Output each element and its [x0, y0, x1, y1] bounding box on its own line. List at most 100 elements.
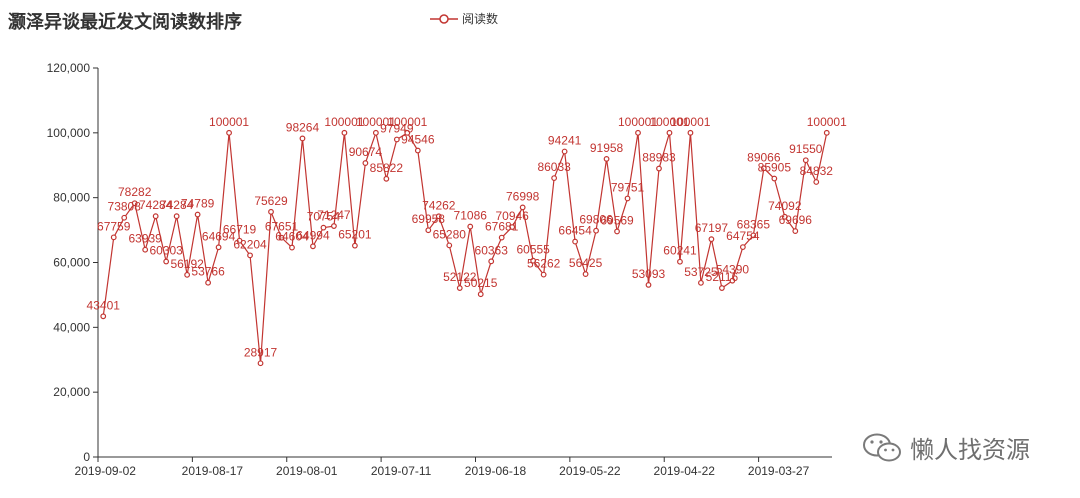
- data-point: [645, 281, 652, 288]
- data-point: [268, 208, 274, 215]
- data-label: 89066: [747, 150, 781, 164]
- data-point: [750, 232, 757, 239]
- data-label: 60555: [516, 243, 550, 257]
- x-axis: 2019-09-02 2019-08-17 2019-08-01 2019-07-11…: [75, 456, 832, 478]
- data-label: 66719: [223, 223, 257, 237]
- data-point: [624, 195, 631, 202]
- data-label: 100001: [618, 115, 658, 129]
- data-label: 60241: [663, 244, 697, 258]
- data-point: [561, 148, 568, 155]
- data-point: [582, 271, 589, 277]
- data-label: 54390: [716, 263, 750, 277]
- legend-label: 阅读数: [462, 12, 499, 26]
- data-point: [698, 279, 704, 286]
- data-point: [488, 258, 495, 265]
- data-label: 56425: [569, 256, 603, 270]
- data-point: [152, 213, 159, 220]
- data-point: [352, 242, 358, 249]
- data-point: [729, 277, 736, 284]
- data-label: 67651: [265, 220, 299, 234]
- data-point: [813, 179, 820, 185]
- data-point: [404, 129, 411, 136]
- data-point: [530, 257, 537, 264]
- data-point: [163, 258, 170, 265]
- data-label: 60303: [149, 244, 183, 258]
- data-point: [331, 223, 337, 229]
- data-label: 53725: [684, 265, 718, 279]
- data-label: 65280: [433, 227, 467, 241]
- data-point: [572, 238, 578, 245]
- legend[interactable]: 阅读数: [430, 10, 498, 27]
- data-label: 100001: [807, 115, 847, 129]
- data-point: [173, 213, 180, 220]
- data-label: 100001: [387, 115, 427, 129]
- data-label: 56262: [527, 257, 561, 271]
- data-label: 98264: [286, 120, 320, 134]
- data-label: 91550: [789, 142, 823, 156]
- y-tick-label: 100,000: [47, 126, 91, 140]
- data-point: [236, 237, 243, 244]
- data-point: [226, 129, 232, 136]
- data-label: 64994: [296, 228, 330, 242]
- data-point: [425, 227, 432, 234]
- watermark: 懒人找资源: [862, 430, 1030, 465]
- data-point: [194, 211, 201, 218]
- data-label: 67759: [97, 219, 131, 233]
- data-point: [792, 228, 799, 234]
- data-point: [509, 224, 516, 230]
- data-point: [677, 258, 683, 265]
- data-point: [540, 271, 547, 278]
- data-label: 88983: [642, 151, 676, 165]
- data-label: 64754: [726, 229, 760, 243]
- x-tick-label: 2019-03-27: [748, 464, 810, 478]
- data-label: 78282: [118, 185, 152, 199]
- data-point: [593, 227, 599, 234]
- data-points: [100, 129, 830, 367]
- data-point: [446, 242, 453, 249]
- y-tick-label: 80,000: [53, 191, 90, 205]
- data-point: [121, 214, 128, 221]
- watermark-text: 懒人找资源: [910, 436, 1030, 464]
- data-label: 53766: [191, 265, 225, 279]
- data-point: [320, 224, 327, 231]
- data-label: 69696: [779, 213, 813, 227]
- data-label: 100001: [324, 115, 364, 129]
- x-tick-label: 2019-08-17: [182, 464, 244, 478]
- data-point: [666, 129, 673, 136]
- data-label: 76998: [506, 189, 540, 203]
- data-point: [551, 175, 558, 182]
- data-label: 79751: [611, 180, 645, 194]
- data-label: 94241: [548, 134, 582, 148]
- x-tick-label: 2019-04-22: [654, 464, 716, 478]
- data-label: 65201: [338, 228, 372, 242]
- data-point: [477, 291, 484, 298]
- data-point: [802, 157, 809, 164]
- data-label: 90674: [349, 145, 383, 159]
- data-label: 74284: [139, 198, 173, 212]
- data-point: [435, 213, 442, 220]
- data-point: [205, 279, 212, 286]
- data-label: 64604: [275, 230, 309, 244]
- data-point: [393, 136, 400, 143]
- x-tick-label: 2019-08-01: [276, 464, 338, 478]
- data-point: [299, 135, 306, 142]
- data-label: 75629: [254, 194, 288, 208]
- x-tick-label: 2019-06-18: [465, 464, 527, 478]
- data-point: [739, 244, 746, 250]
- series-line: [102, 130, 828, 364]
- data-point: [498, 234, 505, 241]
- data-label: 94546: [401, 133, 435, 147]
- data-point: [656, 165, 662, 172]
- data-label: 67681: [485, 220, 519, 234]
- data-point: [687, 129, 694, 136]
- data-point: [519, 204, 526, 211]
- y-tick-label: 120,000: [47, 61, 91, 75]
- wechat-icon: [863, 433, 901, 461]
- data-point: [341, 129, 348, 136]
- data-label: 100001: [356, 115, 396, 129]
- y-tick-label: 60,000: [53, 256, 90, 270]
- x-tick-label: 2019-07-11: [371, 464, 432, 478]
- data-point: [771, 175, 778, 182]
- data-label: 74092: [768, 199, 802, 213]
